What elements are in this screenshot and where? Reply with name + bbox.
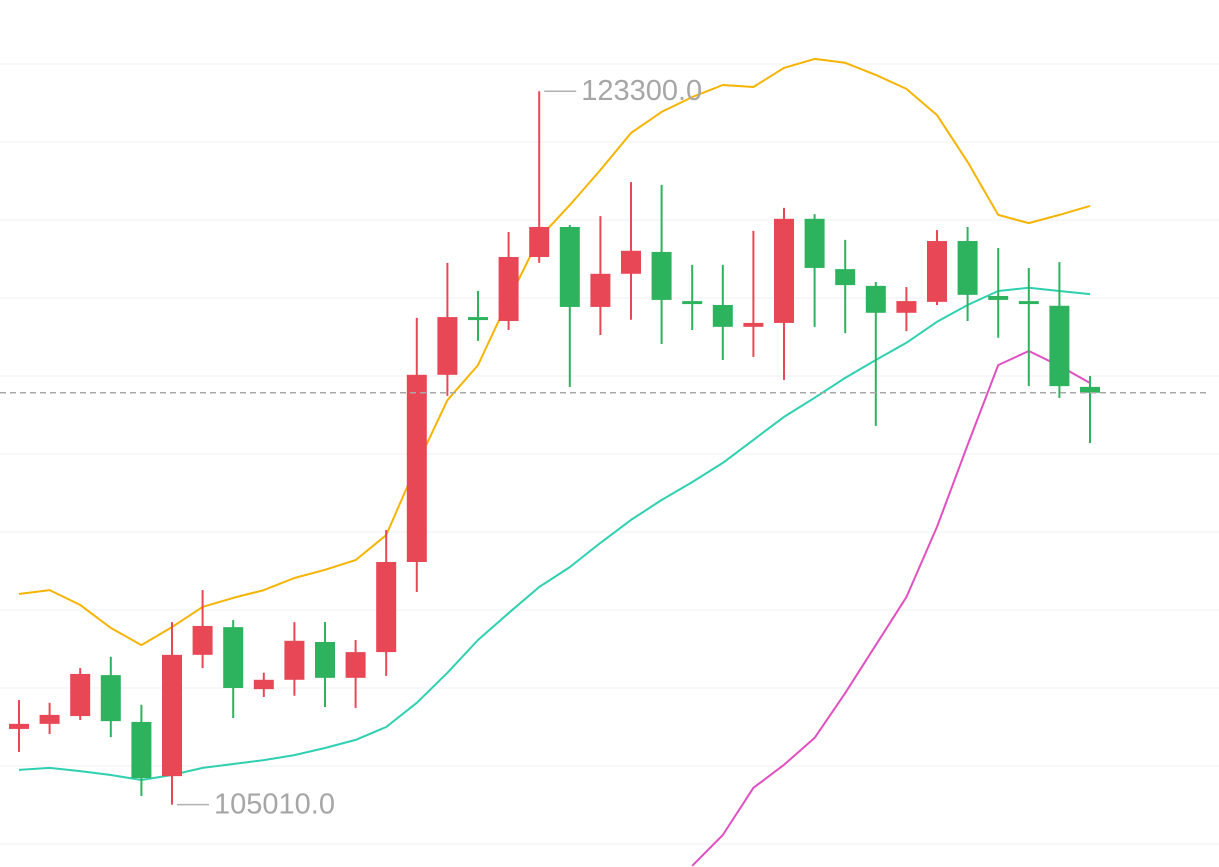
candle-body — [376, 562, 397, 653]
candle-body — [100, 675, 121, 722]
candle-body — [743, 322, 764, 327]
candle-body — [529, 226, 550, 258]
candle-body — [223, 627, 244, 688]
candle-body — [437, 317, 458, 375]
candle-body — [284, 640, 305, 680]
candle-body — [345, 652, 366, 678]
candle-body — [162, 654, 182, 777]
candle-body — [468, 317, 488, 321]
annotation-label: 105010.0 — [214, 788, 335, 820]
candle-body — [406, 374, 427, 563]
candle-body — [192, 625, 213, 655]
candle-body — [988, 296, 1009, 300]
candle-body — [651, 251, 672, 300]
candle-body — [712, 304, 733, 327]
candle-body — [39, 714, 60, 724]
candle-body — [253, 679, 274, 690]
candle-body — [1018, 301, 1039, 305]
candle-body — [315, 641, 335, 678]
candle-body — [896, 301, 917, 313]
candle-body — [927, 241, 947, 302]
candle-body — [621, 250, 641, 274]
candle-body — [131, 721, 152, 779]
candle-body — [559, 226, 580, 307]
candle-body — [590, 273, 611, 307]
band-line — [18, 57, 1091, 647]
candle-body — [774, 218, 794, 323]
candle-body — [957, 241, 978, 295]
candle-body — [865, 285, 886, 313]
annotation-label: 123300.0 — [581, 75, 702, 107]
candle-body — [682, 301, 703, 305]
candle-body — [804, 218, 825, 268]
candle-body — [70, 673, 91, 717]
candle-body — [835, 269, 856, 286]
band-line — [691, 350, 1091, 867]
candle-body — [498, 257, 519, 321]
candle-body — [1080, 386, 1100, 393]
candle-body — [1049, 305, 1070, 387]
band-line — [18, 286, 1091, 781]
candle-body — [9, 723, 29, 729]
